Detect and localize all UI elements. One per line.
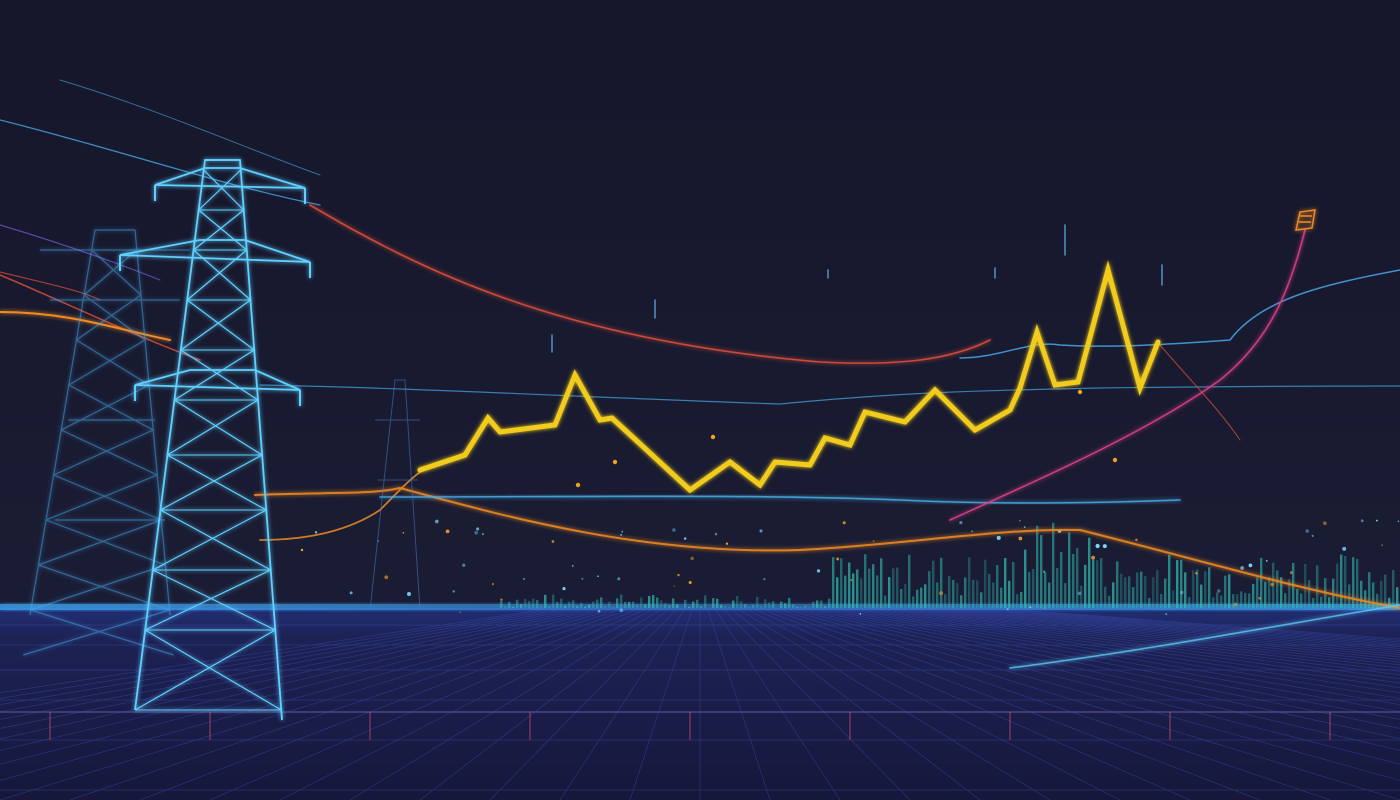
light-streaks [551,224,1163,353]
tower-distant [369,379,421,611]
sparkle-dots [300,389,1400,616]
wire-red-ray [0,271,101,301]
wire-purple-left [0,224,161,281]
wire-blue-top [0,119,321,206]
wire-orange-left [0,311,171,341]
spark-head [1295,209,1316,231]
signal-skyline [500,522,1399,608]
tower-back [23,229,190,656]
wire-red-main [309,204,991,364]
price-line [417,260,1161,494]
wire-red-left [0,274,201,361]
wire-red-right [1159,344,1241,441]
wire-blue-mid [259,384,1400,405]
wire-blue-top-2 [59,79,321,176]
tower-main [119,159,311,721]
wire-pink-rise [949,229,1306,521]
wire-blue-floor [1009,604,1400,669]
wire-blue-horizon [379,495,1181,504]
grid-floor [0,604,1400,800]
wire-orange-low [254,486,1400,609]
